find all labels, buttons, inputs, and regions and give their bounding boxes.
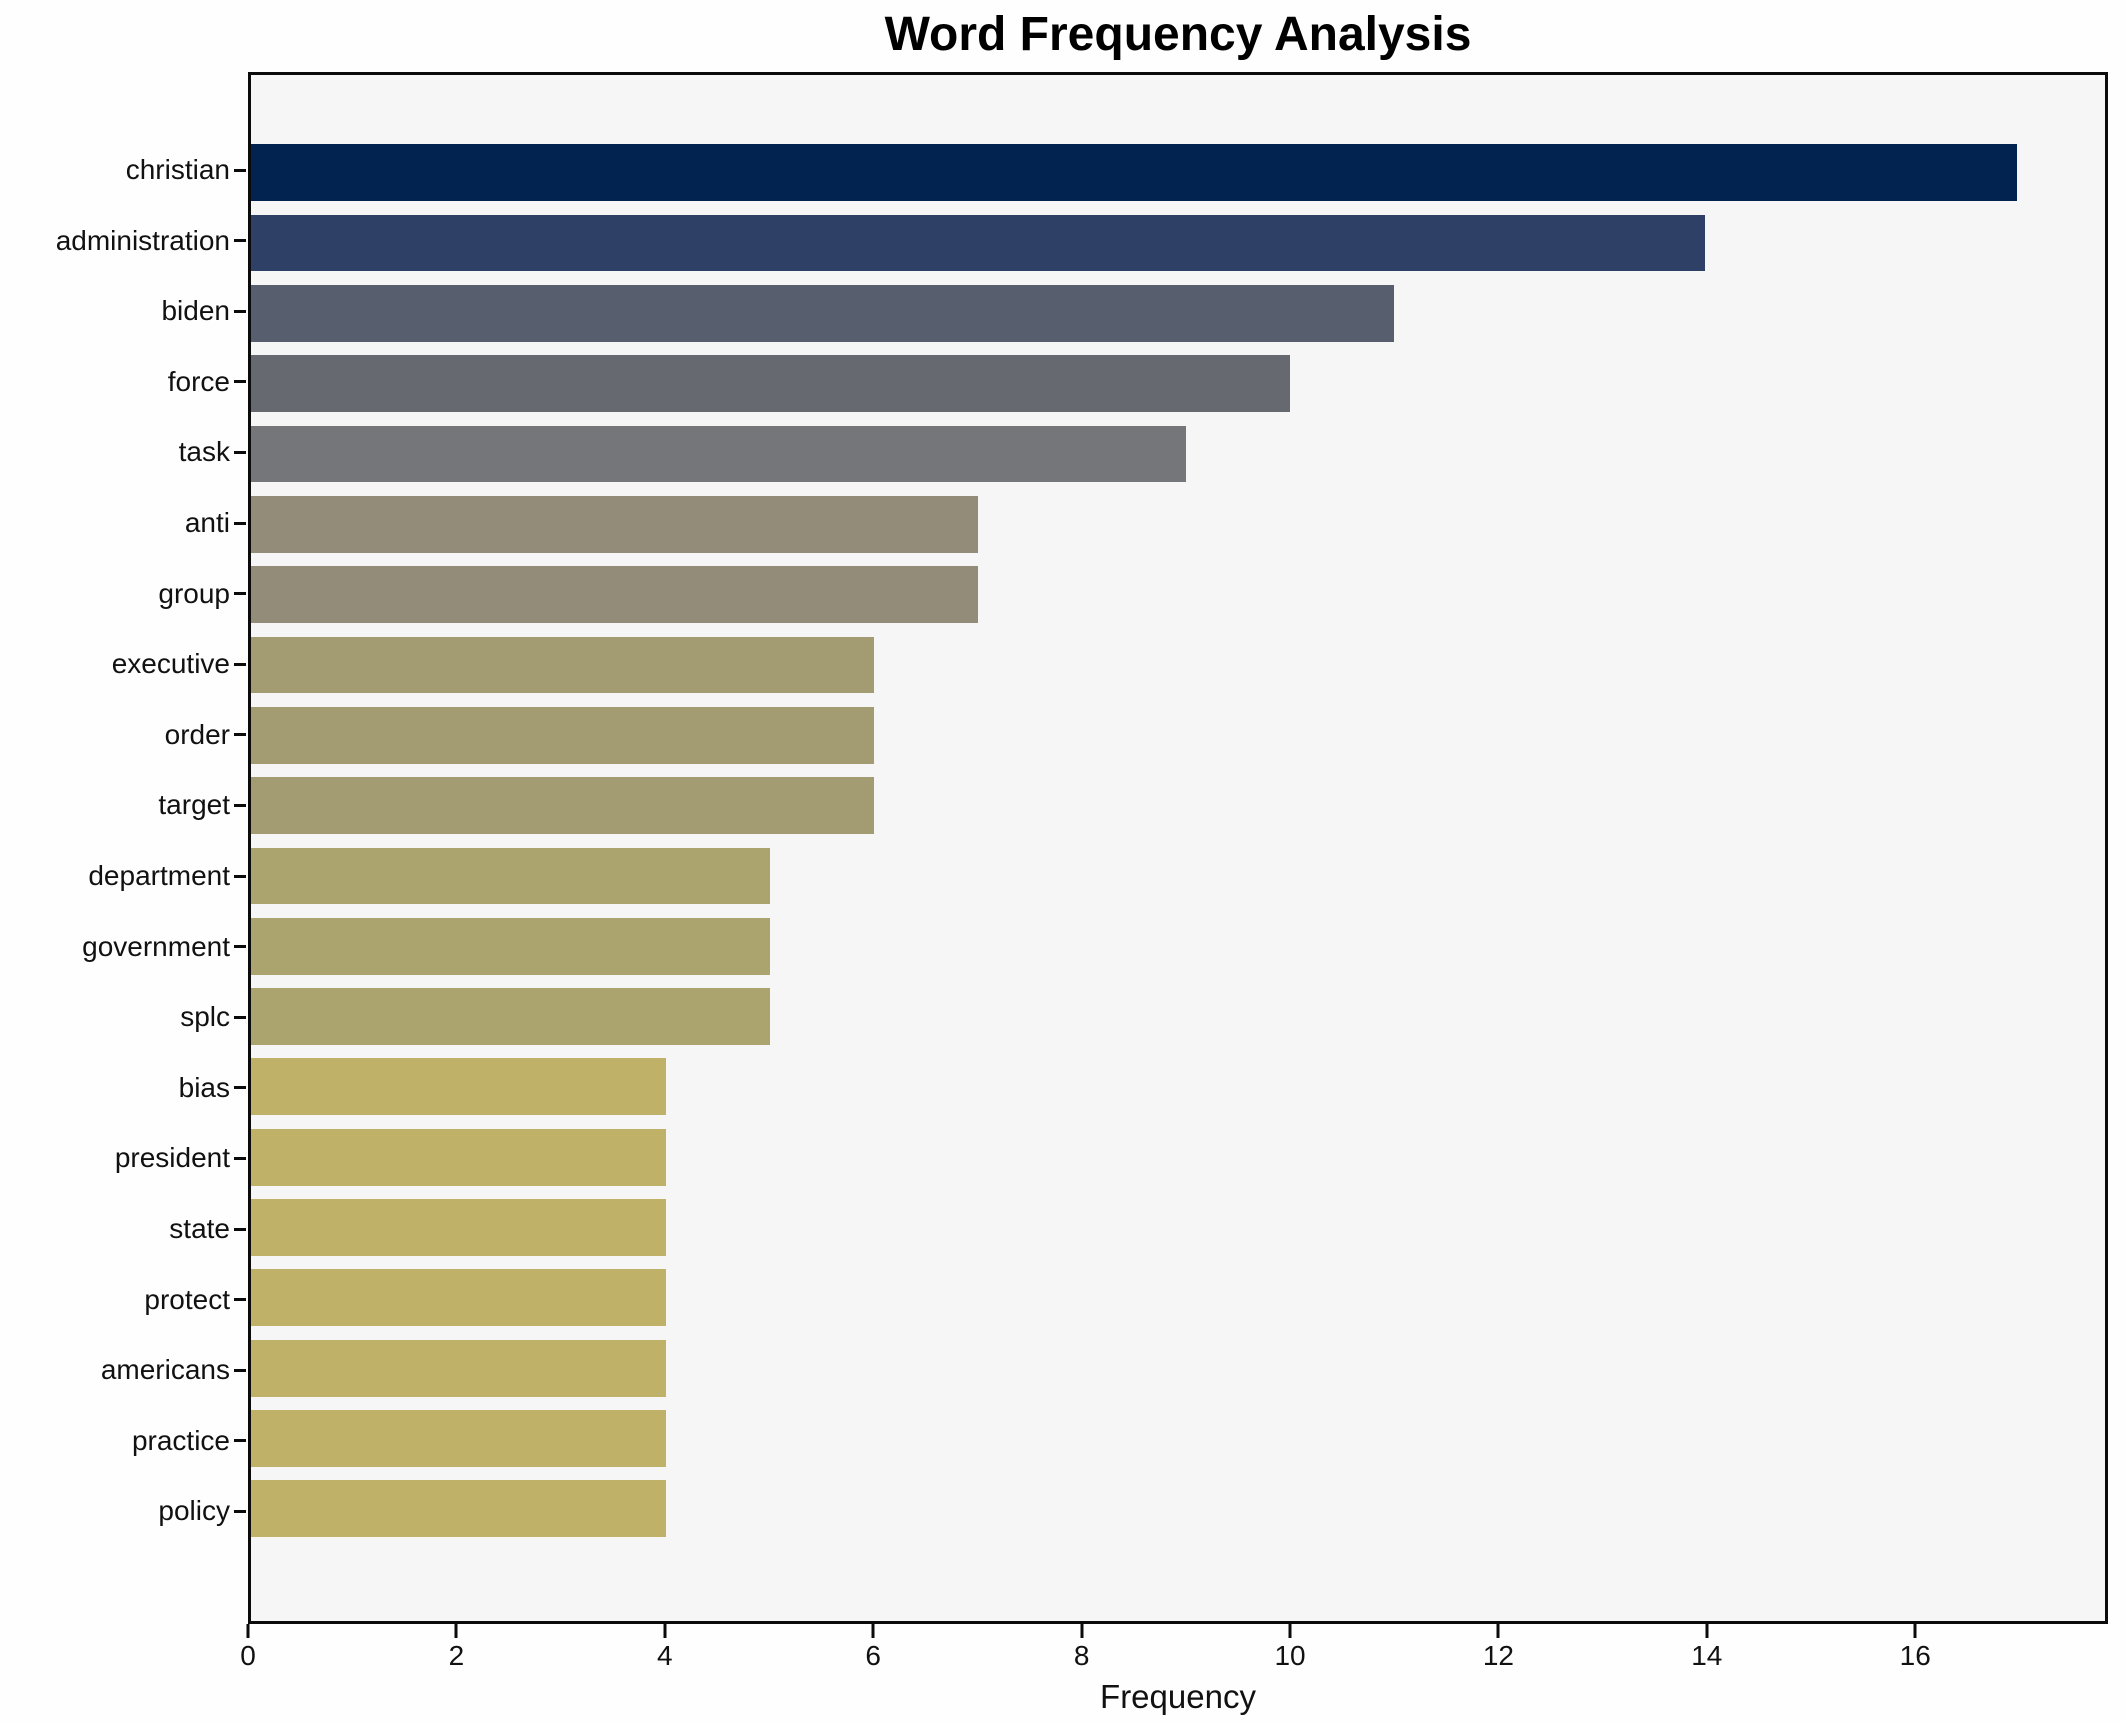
y-tick-mark bbox=[234, 309, 246, 313]
x-axis-ticks bbox=[246, 1624, 2108, 1640]
y-axis-label-protect: protect bbox=[144, 1283, 230, 1315]
y-tick-mark bbox=[234, 1509, 246, 1513]
y-tick-mark bbox=[234, 1227, 246, 1231]
x-axis-label: Frequency bbox=[1100, 1678, 1256, 1715]
y-axis-label-executive: executive bbox=[111, 648, 230, 680]
plot-area bbox=[248, 72, 2108, 1624]
y-axis-label-policy: policy bbox=[158, 1495, 230, 1527]
x-tick-mark bbox=[1496, 1624, 1500, 1638]
x-tick-mark bbox=[246, 1624, 250, 1638]
y-tick-mark bbox=[234, 239, 246, 243]
y-axis-label-order: order bbox=[164, 718, 230, 750]
bar-administration bbox=[251, 214, 1706, 272]
y-tick-mark bbox=[234, 945, 246, 949]
x-tick-mark bbox=[454, 1624, 458, 1638]
bar-policy bbox=[251, 1480, 667, 1538]
y-axis-label-bias: bias bbox=[178, 1071, 230, 1103]
x-tick-mark bbox=[663, 1624, 667, 1638]
y-tick-mark bbox=[234, 662, 246, 666]
bar-force bbox=[251, 355, 1290, 412]
y-axis-label-target: target bbox=[158, 789, 230, 821]
y-axis-label-americans: americans bbox=[100, 1354, 230, 1386]
bar-splc bbox=[251, 988, 771, 1045]
x-tick-label-4: 4 bbox=[657, 1640, 673, 1671]
y-tick-mark bbox=[234, 1439, 246, 1443]
bar-protect bbox=[251, 1269, 667, 1327]
bar-order bbox=[251, 706, 875, 764]
bar-state bbox=[251, 1199, 667, 1256]
x-tick-label-12: 12 bbox=[1482, 1640, 1514, 1671]
y-axis-label-administration: administration bbox=[55, 224, 230, 256]
y-axis-label-government: government bbox=[82, 930, 230, 962]
y-axis-label-christian: christian bbox=[125, 154, 230, 185]
x-tick-label-6: 6 bbox=[865, 1640, 881, 1671]
y-tick-mark bbox=[234, 1298, 246, 1302]
y-tick-mark bbox=[234, 168, 246, 172]
y-axis-label-group: group bbox=[158, 577, 230, 609]
bar-group bbox=[251, 566, 979, 623]
x-axis-tick-labels: 0 2 4 6 8 10 12 14 16 bbox=[240, 1640, 2108, 1676]
y-tick-mark bbox=[234, 874, 246, 878]
bar-target bbox=[251, 777, 875, 834]
y-axis-label-splc: splc bbox=[180, 1001, 230, 1033]
x-tick-mark bbox=[1913, 1624, 1917, 1638]
y-tick-mark bbox=[234, 521, 246, 525]
y-tick-mark bbox=[234, 733, 246, 737]
y-tick-mark bbox=[234, 1368, 246, 1372]
y-axis-labels: christian administration biden force task ant… bbox=[0, 72, 230, 1624]
y-tick-mark bbox=[234, 380, 246, 384]
chart-title: Word Frequency Analysis bbox=[884, 8, 1472, 61]
bar-biden bbox=[251, 284, 1394, 342]
x-tick-mark bbox=[1080, 1624, 1084, 1638]
x-tick-label-8: 8 bbox=[1073, 1640, 1090, 1671]
x-tick-label-2: 2 bbox=[448, 1640, 465, 1671]
x-tick-label-0: 0 bbox=[240, 1640, 256, 1671]
bar-president bbox=[251, 1128, 667, 1186]
bar-practice bbox=[251, 1410, 667, 1467]
y-tick-mark bbox=[234, 1086, 246, 1090]
bar-government bbox=[251, 917, 771, 975]
bar-department bbox=[251, 847, 771, 905]
bar-task bbox=[251, 425, 1186, 483]
y-axis-label-state: state bbox=[169, 1213, 230, 1244]
y-tick-mark bbox=[234, 592, 246, 596]
y-tick-mark bbox=[234, 450, 246, 454]
x-tick-label-14: 14 bbox=[1691, 1640, 1723, 1671]
y-tick-mark bbox=[234, 1156, 246, 1160]
y-axis-label-department: department bbox=[88, 860, 230, 891]
y-axis-label-task: task bbox=[178, 436, 230, 468]
bar-executive bbox=[251, 636, 875, 694]
bar-bias bbox=[251, 1058, 667, 1116]
y-tick-mark bbox=[234, 1015, 246, 1019]
y-axis-label-president: president bbox=[114, 1142, 230, 1174]
bar-anti bbox=[251, 495, 979, 553]
y-axis-ticks bbox=[234, 72, 248, 1624]
x-tick-mark bbox=[1705, 1624, 1709, 1638]
y-axis-label-force: force bbox=[167, 365, 230, 397]
x-tick-mark bbox=[871, 1624, 875, 1638]
y-axis-label-biden: biden bbox=[161, 295, 230, 327]
y-tick-mark bbox=[234, 803, 246, 807]
x-tick-label-16: 16 bbox=[1899, 1640, 1931, 1671]
x-tick-label-10: 10 bbox=[1274, 1640, 1306, 1671]
bar-americans bbox=[251, 1339, 667, 1397]
bar-christian bbox=[251, 144, 2017, 201]
y-axis-label-anti: anti bbox=[184, 507, 230, 538]
x-tick-mark bbox=[1288, 1624, 1292, 1638]
y-axis-label-practice: practice bbox=[131, 1424, 230, 1456]
